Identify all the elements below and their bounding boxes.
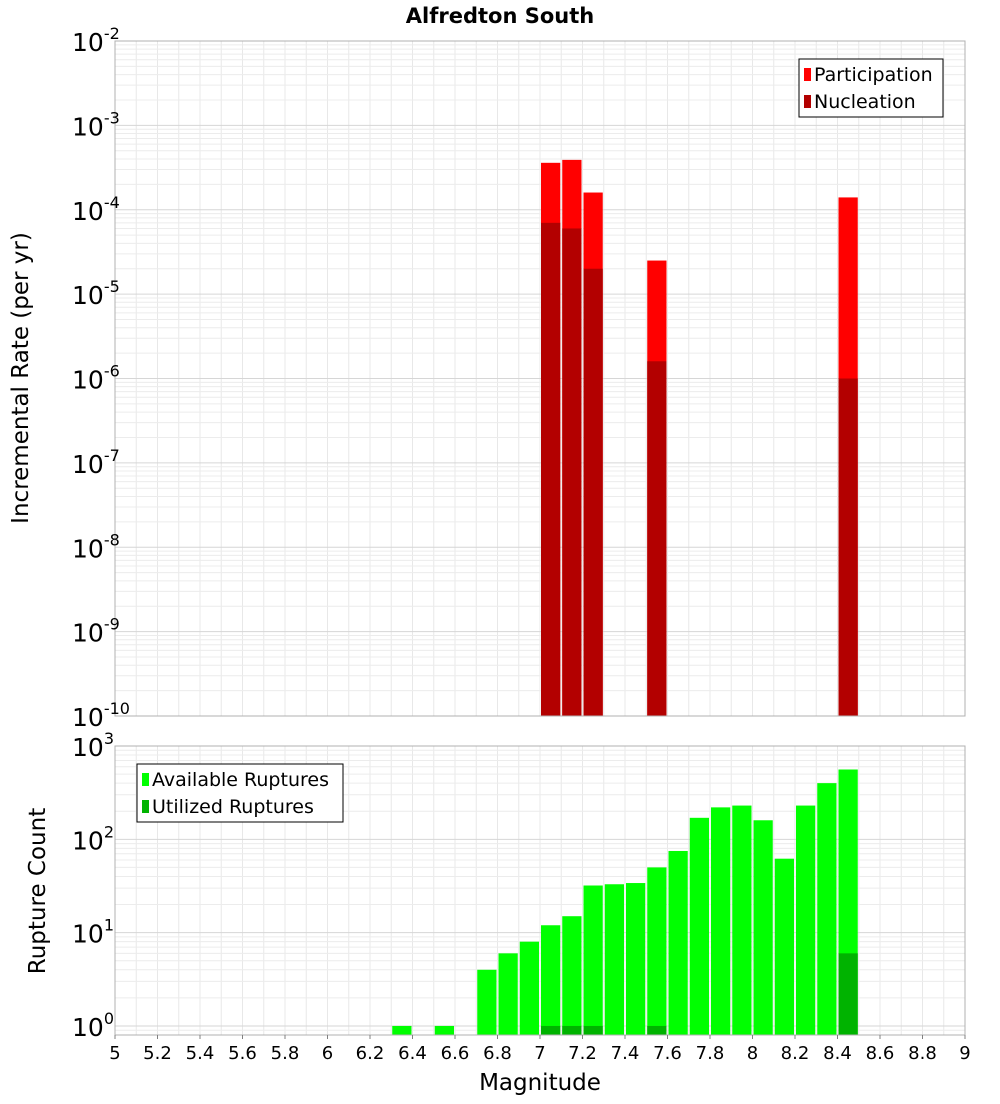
- x-tick-label: 5.2: [143, 1043, 172, 1064]
- x-tick-label: 6.8: [483, 1043, 512, 1064]
- bottom-bar-series1: [753, 820, 773, 1035]
- x-tick-label: 8.2: [781, 1043, 810, 1064]
- bottom-bar-series1: [604, 884, 624, 1035]
- top-legend-swatch: [804, 68, 811, 81]
- x-tick-label: 6: [322, 1043, 333, 1064]
- x-tick-label: 7.2: [568, 1043, 597, 1064]
- top-legend-label: Nucleation: [814, 91, 916, 113]
- chart-title: Alfredton South: [406, 4, 594, 28]
- x-tick-label: 6.6: [441, 1043, 470, 1064]
- bottom-bar-series1: [774, 858, 794, 1035]
- top-legend-label: Participation: [814, 64, 933, 86]
- bottom-bar-series1: [711, 807, 731, 1035]
- top-y-tick-label: 10-10: [72, 699, 130, 732]
- x-tick-label: 6.4: [398, 1043, 427, 1064]
- bottom-bar-series1: [668, 850, 688, 1035]
- x-tick-label: 8.8: [908, 1043, 937, 1064]
- x-tick-label: 9: [959, 1043, 970, 1064]
- x-axis-label: Magnitude: [479, 1070, 601, 1096]
- top-plot-frame: [114, 40, 966, 717]
- top-y-tick-label: 10-3: [72, 108, 120, 141]
- x-tick-label: 8: [747, 1043, 758, 1064]
- top-bar-series2: [838, 378, 858, 716]
- bottom-legend-swatch: [142, 773, 149, 786]
- bottom-bar-series1: [392, 1025, 412, 1035]
- bottom-plot-area: 100 101 102 103 5 5.2 5.4 5.6 5.8 6 6.2 6.4 6.6 6.8 7 7…: [72, 729, 971, 1064]
- top-bar-series2: [583, 268, 603, 716]
- bottom-bar-series1: [498, 953, 518, 1035]
- x-tick-label: 7.8: [696, 1043, 725, 1064]
- bottom-bar-series2: [838, 953, 858, 1035]
- x-tick-label: 7.4: [611, 1043, 640, 1064]
- bottom-bar-series2: [583, 1025, 603, 1035]
- top-y-tick-label: 10-4: [72, 193, 120, 226]
- bottom-bar-series2: [541, 1025, 561, 1035]
- top-y-tick-label: 10-2: [72, 24, 120, 57]
- bottom-bar-series1: [541, 925, 561, 1035]
- bottom-y-tick-label: 103: [72, 729, 114, 762]
- top-y-tick-label: 10-6: [72, 362, 120, 395]
- x-tick-label: 5.4: [186, 1043, 215, 1064]
- bottom-y-tick-label: 102: [72, 822, 114, 855]
- top-bar-series2: [562, 228, 582, 716]
- top-y-axis-label: Incremental Rate (per yr): [8, 232, 34, 524]
- bottom-bar-series1: [519, 941, 539, 1035]
- x-tick-label: 5.6: [228, 1043, 257, 1064]
- bottom-bar-series1: [689, 817, 709, 1035]
- bottom-y-tick-label: 101: [72, 916, 114, 949]
- bottom-bar-series2: [647, 1025, 667, 1035]
- bottom-y-tick-label: 100: [72, 1009, 114, 1042]
- x-tick-label: 5: [109, 1043, 120, 1064]
- bottom-legend-box: [136, 763, 344, 823]
- bottom-y-axis-label: Rupture Count: [25, 808, 51, 974]
- bottom-bar-series1: [626, 883, 646, 1035]
- x-tick-label: 5.8: [271, 1043, 300, 1064]
- bottom-legend-swatch: [142, 800, 149, 813]
- top-bar-series2: [647, 361, 667, 716]
- bottom-bar-series1: [817, 783, 837, 1035]
- top-legend-box: [798, 58, 944, 118]
- top-plot-area: 10-10 10-9 10-8 10-7 10-6 10-5 10-4 10-3 10-2: [72, 24, 966, 732]
- bottom-legend-label: Available Ruptures: [152, 769, 329, 791]
- x-tick-label: 6.2: [356, 1043, 385, 1064]
- bottom-bar-series1: [732, 805, 752, 1035]
- bottom-bar-series1: [796, 805, 816, 1035]
- x-tick-label: 8.6: [866, 1043, 895, 1064]
- bottom-legend: Available Ruptures Utilized Ruptures: [136, 763, 344, 823]
- top-legend: Participation Nucleation: [798, 58, 944, 118]
- x-tick-label: 7: [534, 1043, 545, 1064]
- top-y-tick-label: 10-8: [72, 530, 120, 563]
- bottom-legend-label: Utilized Ruptures: [152, 796, 314, 818]
- bottom-bar-series1: [583, 885, 603, 1035]
- top-y-tick-label: 10-7: [72, 446, 120, 479]
- top-bar-series2: [541, 222, 561, 716]
- bottom-bar-series2: [562, 1025, 582, 1035]
- bottom-bar-series1: [647, 867, 667, 1035]
- top-y-tick-label: 10-9: [72, 615, 120, 648]
- x-tick-label: 7.6: [653, 1043, 682, 1064]
- bottom-bar-series1: [434, 1025, 454, 1035]
- x-tick-label: 8.4: [823, 1043, 852, 1064]
- top-legend-swatch: [804, 95, 811, 108]
- bottom-bar-series1: [562, 916, 582, 1035]
- top-y-tick-label: 10-5: [72, 277, 120, 310]
- bottom-bar-series1: [477, 969, 497, 1035]
